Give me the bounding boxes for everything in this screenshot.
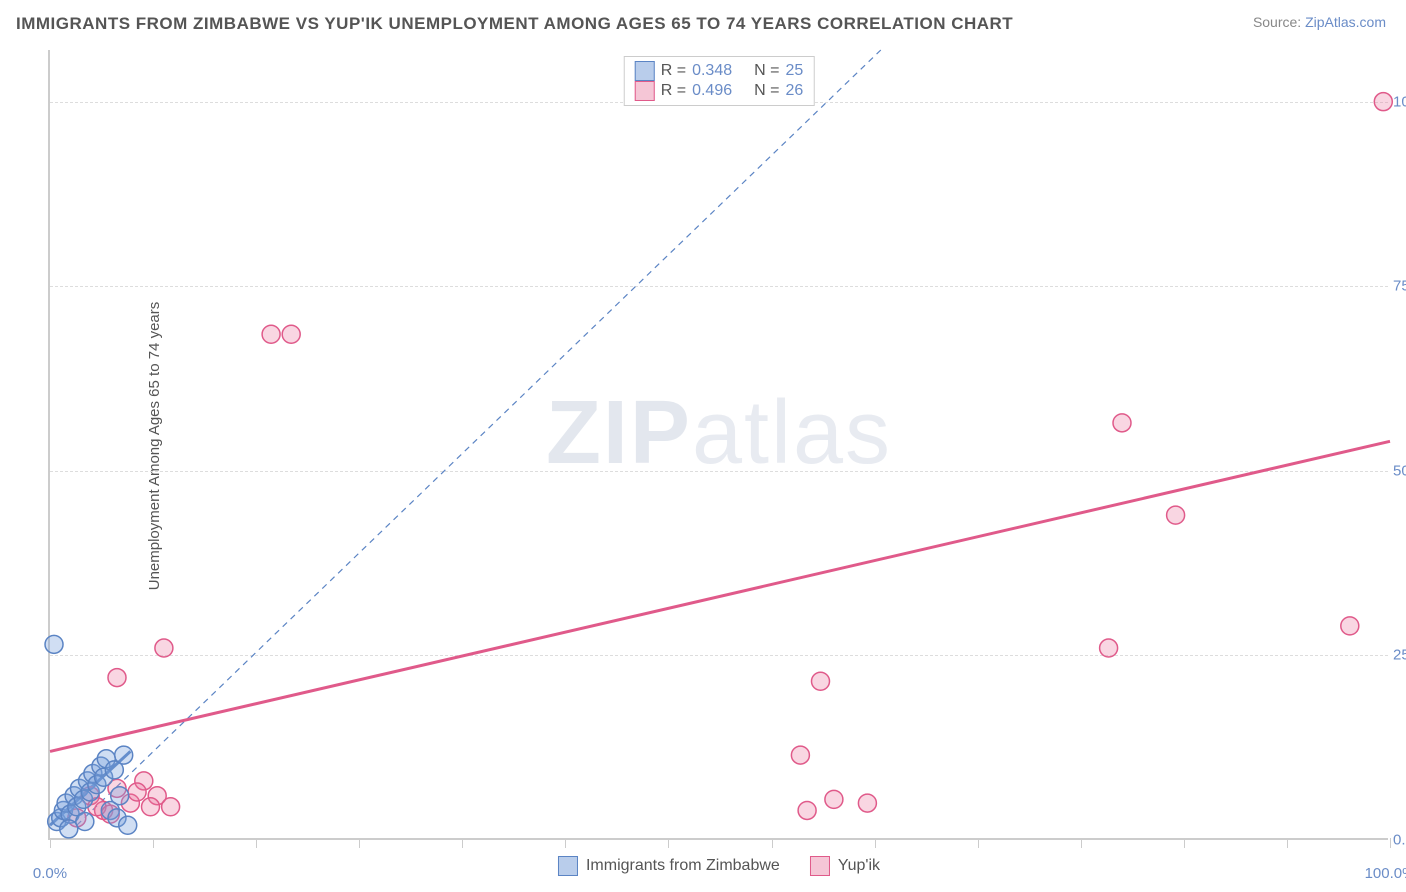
source-attribution: Source: ZipAtlas.com	[1253, 14, 1386, 30]
swatch-yupik	[810, 856, 830, 876]
swatch-zimbabwe	[558, 856, 578, 876]
scatter-point	[1100, 639, 1118, 657]
scatter-point	[1374, 93, 1392, 111]
x-tick	[668, 838, 669, 848]
scatter-point	[128, 783, 146, 801]
scatter-point	[111, 787, 129, 805]
scatter-plot-svg	[50, 50, 1388, 838]
n-label: N =	[754, 82, 779, 100]
x-tick	[359, 838, 360, 848]
series-legend-item-yupik: Yup'ik	[810, 856, 880, 876]
scatter-point	[1167, 506, 1185, 524]
stats-legend-box: R = 0.348 N = 25 R = 0.496 N = 26	[624, 56, 815, 106]
scatter-point	[1113, 414, 1131, 432]
y-tick-label: 75.0%	[1393, 278, 1406, 295]
scatter-point	[282, 325, 300, 343]
scatter-point	[142, 798, 160, 816]
scatter-point	[60, 820, 78, 838]
scatter-point	[119, 816, 137, 834]
scatter-point	[108, 669, 126, 687]
r-value-yupik: 0.496	[692, 82, 732, 100]
swatch-zimbabwe	[635, 61, 655, 81]
stats-legend-row-yupik: R = 0.496 N = 26	[635, 81, 804, 101]
scatter-point	[162, 798, 180, 816]
x-tick	[875, 838, 876, 848]
scatter-point	[812, 672, 830, 690]
r-label: R =	[661, 62, 686, 80]
series-label-zimbabwe: Immigrants from Zimbabwe	[586, 857, 780, 875]
scatter-point	[825, 790, 843, 808]
r-label: R =	[661, 82, 686, 100]
plot-area: ZIPatlas 0.0%25.0%50.0%75.0%100.0% 0.0%1…	[48, 50, 1388, 840]
y-tick-label: 50.0%	[1393, 462, 1406, 479]
x-tick	[153, 838, 154, 848]
scatter-point	[262, 325, 280, 343]
scatter-point	[858, 794, 876, 812]
series-legend-item-zimbabwe: Immigrants from Zimbabwe	[558, 856, 780, 876]
n-value-yupik: 26	[785, 82, 803, 100]
scatter-point	[798, 801, 816, 819]
source-link[interactable]: ZipAtlas.com	[1305, 14, 1386, 30]
source-label: Source:	[1253, 14, 1305, 30]
x-tick-label: 0.0%	[33, 865, 67, 882]
series-legend: Immigrants from Zimbabwe Yup'ik	[558, 856, 880, 876]
n-value-zimbabwe: 25	[785, 62, 803, 80]
scatter-point	[45, 635, 63, 653]
scatter-point	[76, 813, 94, 831]
x-tick	[462, 838, 463, 848]
y-tick-label: 0.0%	[1393, 832, 1406, 849]
scatter-point	[1341, 617, 1359, 635]
n-label: N =	[754, 62, 779, 80]
x-tick	[50, 838, 51, 848]
swatch-yupik	[635, 81, 655, 101]
x-tick	[772, 838, 773, 848]
x-tick-label: 100.0%	[1365, 865, 1406, 882]
chart-title: IMMIGRANTS FROM ZIMBABWE VS YUP'IK UNEMP…	[16, 14, 1013, 34]
r-value-zimbabwe: 0.348	[692, 62, 732, 80]
x-tick	[1390, 838, 1391, 848]
x-tick	[256, 838, 257, 848]
x-tick	[565, 838, 566, 848]
x-tick	[1081, 838, 1082, 848]
chart-container: IMMIGRANTS FROM ZIMBABWE VS YUP'IK UNEMP…	[0, 0, 1406, 892]
scatter-point	[115, 746, 133, 764]
scatter-point	[791, 746, 809, 764]
y-tick-label: 25.0%	[1393, 647, 1406, 664]
series-label-yupik: Yup'ik	[838, 857, 880, 875]
y-tick-label: 100.0%	[1393, 93, 1406, 110]
scatter-point	[155, 639, 173, 657]
stats-legend-row-zimbabwe: R = 0.348 N = 25	[635, 61, 804, 81]
x-tick	[1287, 838, 1288, 848]
x-tick	[1184, 838, 1185, 848]
x-tick	[978, 838, 979, 848]
